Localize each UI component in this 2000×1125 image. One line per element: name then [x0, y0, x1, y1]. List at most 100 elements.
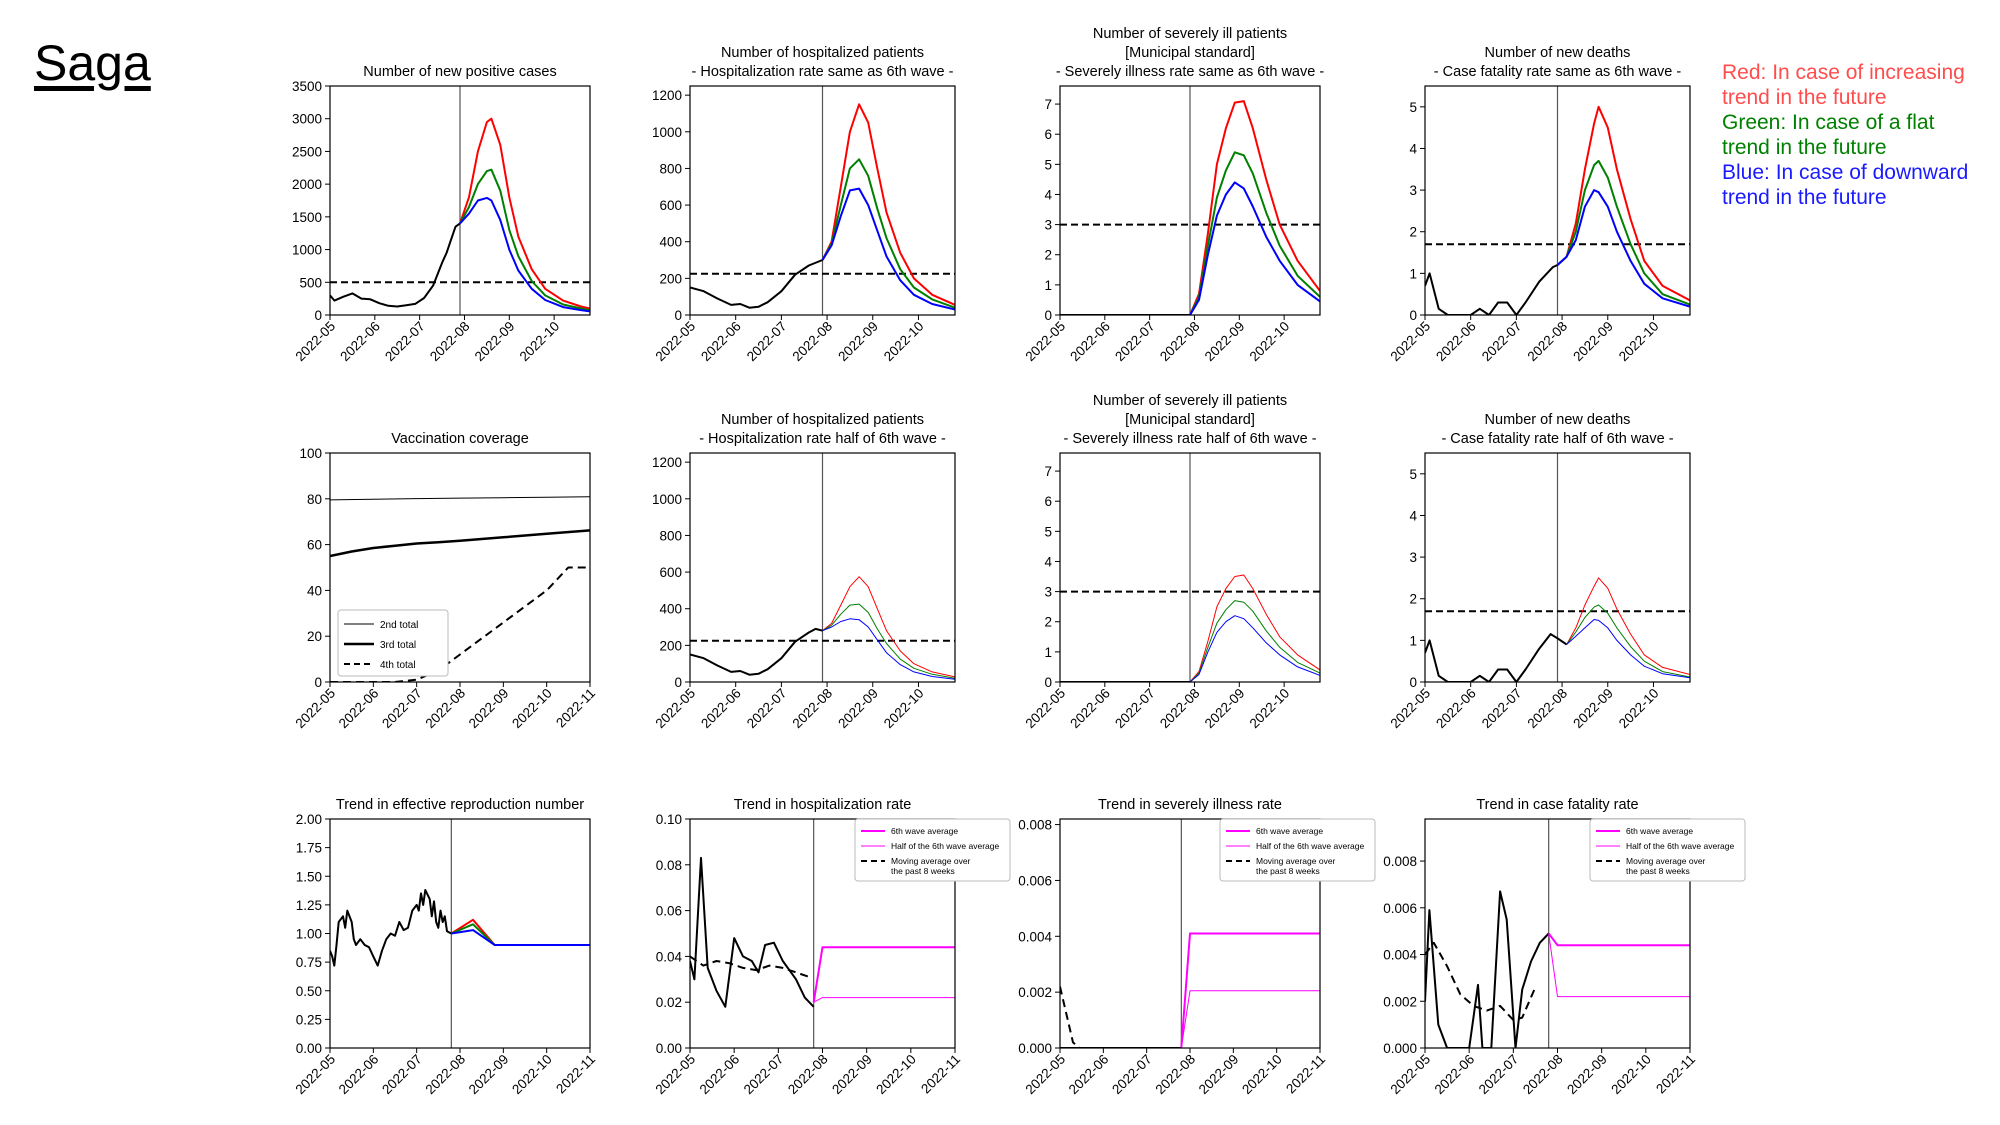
y-tick-label: 200 [659, 271, 682, 286]
series-line-red [1556, 105, 1690, 302]
plot-area [1060, 819, 1320, 1048]
y-tick-label: 2.00 [296, 812, 322, 827]
legend-label: Half of the 6th wave average [1626, 841, 1734, 851]
x-tick-label: 2022-09 [1564, 1052, 1610, 1098]
x-tick-label: 2022-09 [1202, 686, 1248, 732]
x-tick-label: 2022-09 [835, 686, 881, 732]
chart-severe-half: Number of severely ill patients [Municipa… [1022, 393, 1321, 732]
y-tick-label: 3 [1044, 218, 1052, 233]
y-tick-label: 2000 [292, 177, 322, 192]
y-tick-label: 4 [1044, 554, 1052, 569]
series-line-actual [690, 856, 815, 1008]
plot-frame [329, 85, 591, 316]
chart-severe-same: Number of severely ill patients [Municipa… [1022, 26, 1324, 364]
plot-frame [689, 452, 956, 683]
series-line-actual [330, 889, 452, 967]
y-tick-label: 4 [1409, 141, 1417, 156]
legend-label: 6th wave average [1256, 826, 1323, 836]
x-tick-label: 2022-06 [1432, 1052, 1478, 1098]
x-tick-label: 2022-05 [1387, 686, 1433, 732]
series-line-actual [690, 259, 823, 309]
y-tick-label: 1.50 [296, 869, 322, 884]
chart-title: Trend in case fatality rate [1476, 797, 1638, 813]
y-tick-label: 200 [659, 638, 682, 653]
x-tick-label: 2022-06 [1433, 686, 1479, 732]
plot-frame [1059, 818, 1321, 1049]
x-tick-label: 2022-05 [652, 1052, 698, 1098]
x-tick-label: 2022-06 [1067, 319, 1113, 365]
legend-label: Moving average over the past 8 weeks [1256, 856, 1336, 876]
series-line-actual [330, 496, 590, 501]
y-tick-label: 0.06 [656, 904, 682, 919]
y-tick-label: 2 [1044, 248, 1052, 263]
x-tick-label: 2022-06 [698, 686, 744, 732]
x-tick-label: 2022-08 [1157, 686, 1203, 732]
y-tick-label: 4 [1409, 508, 1417, 523]
chart-title: Number of new deaths [1485, 45, 1631, 61]
plot-area [690, 453, 955, 682]
y-tick-label: 0.002 [1383, 994, 1417, 1009]
x-tick-label: 2022-10 [1608, 1052, 1654, 1098]
x-tick-label: 2022-11 [1283, 1052, 1328, 1097]
x-tick-label: 2022-05 [652, 686, 698, 732]
x-tick-label: 2022-10 [1616, 319, 1662, 365]
y-tick-label: 7 [1044, 464, 1052, 479]
y-tick-label: 0.002 [1018, 985, 1052, 1000]
x-tick-label: 2022-07 [382, 319, 428, 365]
chart-legend [1219, 818, 1376, 882]
y-tick-label: 2500 [292, 144, 322, 159]
x-tick-label: 2022-07 [744, 686, 790, 732]
legend-label: Half of the 6th wave average [891, 841, 999, 851]
chart-title: Number of severely ill patients [1093, 393, 1287, 409]
series-line-red [1566, 577, 1690, 675]
x-tick-label: 2022-11 [918, 1052, 963, 1097]
chart-title: [Municipal standard] [1125, 45, 1255, 61]
x-tick-label: 2022-08 [1520, 1052, 1566, 1098]
chart-legend [337, 609, 449, 677]
series-line-actual [1425, 890, 1550, 1048]
series-line-actual [690, 955, 810, 978]
y-tick-label: 0.004 [1018, 929, 1052, 944]
y-tick-label: 3000 [292, 112, 322, 127]
x-tick-label: 2022-05 [1022, 1052, 1068, 1098]
x-tick-label: 2022-06 [1433, 319, 1479, 365]
x-tick-label: 2022-09 [466, 686, 512, 732]
chart-title: - Hospitalization rate half of 6th wave … [699, 431, 946, 447]
legend-label: Half of the 6th wave average [1256, 841, 1364, 851]
x-tick-label: 2022-10 [517, 319, 563, 365]
chart-title: - Severely illness rate half of 6th wave… [1063, 431, 1316, 447]
y-tick-label: 0.50 [296, 984, 322, 999]
x-tick-label: 2022-09 [829, 1052, 875, 1098]
plot-frame [1424, 818, 1691, 1049]
x-tick-label: 2022-05 [292, 686, 338, 732]
series-line-red [1189, 100, 1320, 315]
y-tick-label: 0.02 [656, 995, 682, 1010]
plot-area [330, 496, 590, 682]
chart-title: - Hospitalization rate same as 6th wave … [692, 64, 954, 80]
plot-area [330, 86, 590, 315]
chart-deaths-half: Number of new deaths - Case fatality rate… [1387, 412, 1691, 732]
y-tick-label: 0.00 [296, 1041, 322, 1056]
x-tick-label: 2022-07 [1479, 686, 1525, 732]
series-line-green [822, 603, 955, 679]
chart-deaths-same: Number of new deaths - Case fatality rate… [1387, 45, 1691, 365]
x-tick-label: 2022-07 [1476, 1052, 1522, 1098]
x-tick-label: 2022-05 [292, 1052, 338, 1098]
x-tick-label: 2022-08 [785, 1052, 831, 1098]
series-line-red [459, 117, 590, 310]
y-tick-label: 600 [659, 198, 682, 213]
y-tick-label: 7 [1044, 97, 1052, 112]
y-tick-label: 5 [1409, 467, 1417, 482]
series-line-red [822, 576, 955, 678]
chart-title: Number of new deaths [1485, 412, 1631, 428]
chart-title: Vaccination coverage [391, 431, 529, 447]
plot-frame [1424, 85, 1691, 316]
legend-label: Moving average over the past 8 weeks [1626, 856, 1706, 876]
legend-label: 4th total [380, 660, 416, 671]
plot-frame [1424, 452, 1691, 683]
y-tick-label: 0.25 [296, 1012, 322, 1027]
y-tick-label: 0 [1409, 675, 1417, 690]
y-tick-label: 500 [299, 275, 322, 290]
y-tick-label: 1 [1044, 278, 1052, 293]
series-line-magenta [1180, 990, 1320, 1048]
